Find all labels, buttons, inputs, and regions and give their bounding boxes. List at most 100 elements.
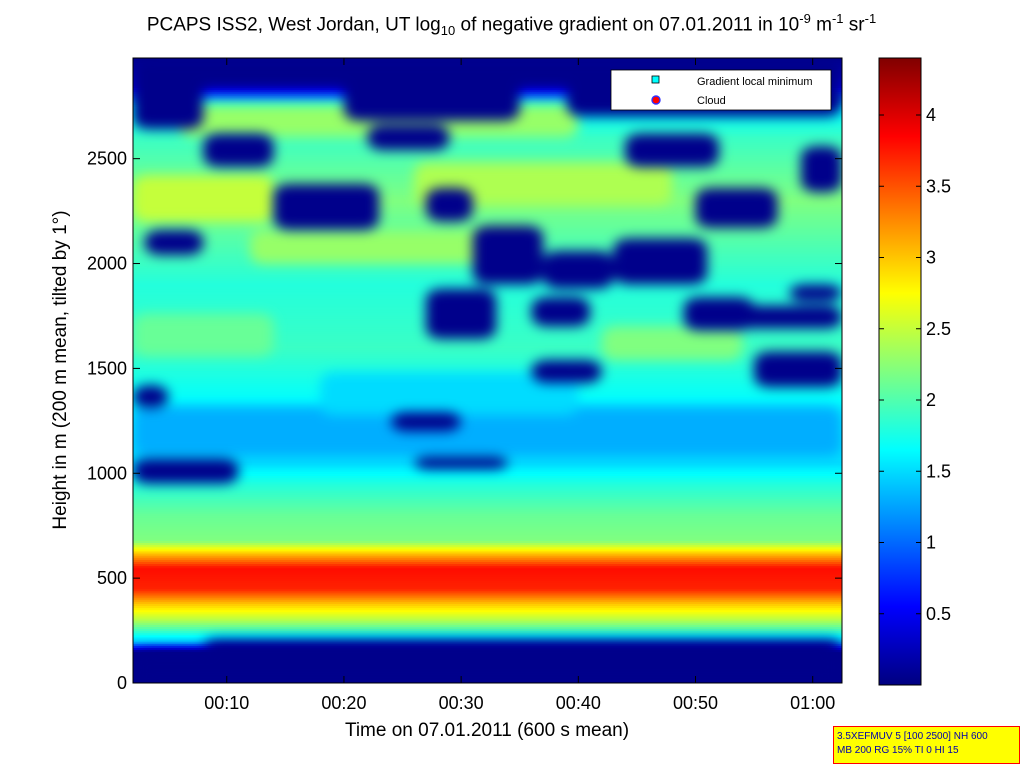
- heatmap-low-region: [133, 58, 204, 130]
- x-tick-label: 00:20: [321, 693, 366, 713]
- heatmap-low-region: [754, 351, 842, 388]
- heatmap-band: [133, 601, 842, 604]
- y-tick-label: 2000: [87, 254, 127, 274]
- heatmap-band: [133, 217, 842, 221]
- heatmap-band: [133, 473, 842, 476]
- heatmap-band: [133, 351, 842, 355]
- heatmap-band: [133, 494, 842, 497]
- heatmap-band: [133, 492, 842, 495]
- heatmap-low-region: [343, 74, 520, 121]
- legend-marker-cloud: [651, 95, 661, 105]
- heatmap-band: [133, 626, 842, 630]
- heatmap-band: [133, 496, 842, 500]
- heatmap-band: [133, 542, 842, 546]
- heatmap-band: [133, 148, 842, 151]
- legend-box: [610, 69, 832, 111]
- heatmap-low-region: [789, 284, 842, 302]
- heatmap-band: [133, 341, 842, 344]
- heatmap-low-region: [144, 229, 204, 256]
- heatmap-band: [133, 209, 842, 212]
- heatmap-band: [133, 357, 842, 361]
- heatmap-band: [133, 531, 842, 535]
- heatmap-band: [133, 146, 842, 149]
- heatmap-band: [133, 215, 842, 218]
- heatmap-band: [133, 552, 842, 556]
- heatmap-band: [133, 611, 842, 615]
- heatmap-band: [133, 592, 842, 596]
- heatmap-low-region: [133, 458, 239, 484]
- heatmap-band: [133, 630, 842, 634]
- heatmap-band: [133, 475, 842, 479]
- heatmap-low-region: [695, 188, 778, 228]
- title-log-base: 10: [440, 23, 456, 39]
- heatmap-band: [133, 471, 842, 474]
- title-prefix: PCAPS ISS2, West Jordan, UT log: [146, 14, 441, 36]
- heatmap-low-region: [414, 456, 509, 470]
- heatmap-band: [133, 580, 842, 583]
- heatmap-patch: [133, 406, 842, 457]
- heatmap-band: [133, 540, 842, 544]
- heatmap-band: [133, 362, 842, 365]
- heatmap-band: [133, 615, 842, 619]
- title-unit-2: sr: [843, 14, 865, 36]
- heatmap-band: [133, 490, 842, 493]
- title-exponent-2: -1: [831, 11, 844, 26]
- heatmap-band: [133, 364, 842, 367]
- heatmap-band: [133, 599, 842, 602]
- colorbar-tick-label: 2.5: [926, 319, 951, 339]
- heatmap-band: [133, 529, 842, 533]
- x-axis-label: Time on 07.01.2011 (600 s mean): [345, 720, 629, 741]
- x-tick-label: 00:30: [439, 693, 484, 713]
- heatmap-low-region: [203, 133, 274, 168]
- heatmap-low-region: [543, 250, 614, 289]
- heatmap-band: [133, 565, 842, 569]
- processing-info-box: 3.5XEFMUV 5 [100 2500] NH 600 MB 200 RG …: [833, 726, 1020, 764]
- heatmap-patch: [601, 326, 743, 361]
- heatmap-band: [133, 586, 842, 590]
- heatmap-band: [133, 622, 842, 625]
- heatmap-low-region: [730, 305, 842, 329]
- heatmap-band: [133, 345, 842, 349]
- heatmap-band: [133, 527, 842, 531]
- heatmap-band: [133, 576, 842, 579]
- x-axis: 00:10 00:20 00:30 00:40 00:50 01:00: [204, 58, 835, 713]
- heatmap-band: [133, 284, 842, 288]
- heatmap-band: [133, 204, 842, 208]
- heatmap-band: [133, 349, 842, 353]
- heatmap-band: [133, 636, 842, 640]
- heatmap-band: [133, 286, 842, 290]
- heatmap-band: [133, 368, 842, 372]
- heatmap-band: [133, 521, 842, 525]
- heatmap-band: [133, 483, 842, 487]
- heatmap-band: [133, 339, 842, 342]
- title-exponent-3: -1: [864, 11, 877, 26]
- heatmap-low-region: [367, 125, 450, 151]
- heatmap-band: [133, 594, 842, 598]
- heatmap-band: [133, 347, 842, 351]
- heatmap-band: [133, 500, 842, 504]
- heatmap-band: [133, 219, 842, 223]
- heatmap-band: [133, 481, 842, 485]
- heatmap-plot: [133, 58, 842, 683]
- heatmap-band: [133, 548, 842, 552]
- legend-label-gradient-minimum: Gradient local minimum: [697, 76, 813, 88]
- heatmap-low-region: [273, 183, 380, 230]
- heatmap-band: [133, 487, 842, 491]
- colorbar-tick-label: 4: [926, 105, 936, 125]
- heatmap-band: [133, 221, 842, 225]
- colorbar-tick-label: 2: [926, 390, 936, 410]
- heatmap-band: [133, 550, 842, 554]
- x-tick-label: 00:10: [204, 693, 249, 713]
- heatmap-band: [133, 139, 842, 143]
- heatmap-band: [133, 370, 842, 374]
- legend: Gradient local minimum Cloud: [610, 69, 832, 111]
- heatmap-band: [133, 502, 842, 506]
- title-unit-1: m: [810, 14, 832, 36]
- heatmap-band: [133, 137, 842, 141]
- y-axis: 0 500 1000 1500 2000 2500: [87, 149, 842, 693]
- heatmap-band: [133, 613, 842, 617]
- heatmap-band: [133, 485, 842, 489]
- heatmap-band: [133, 603, 842, 606]
- heatmap-band: [133, 498, 842, 502]
